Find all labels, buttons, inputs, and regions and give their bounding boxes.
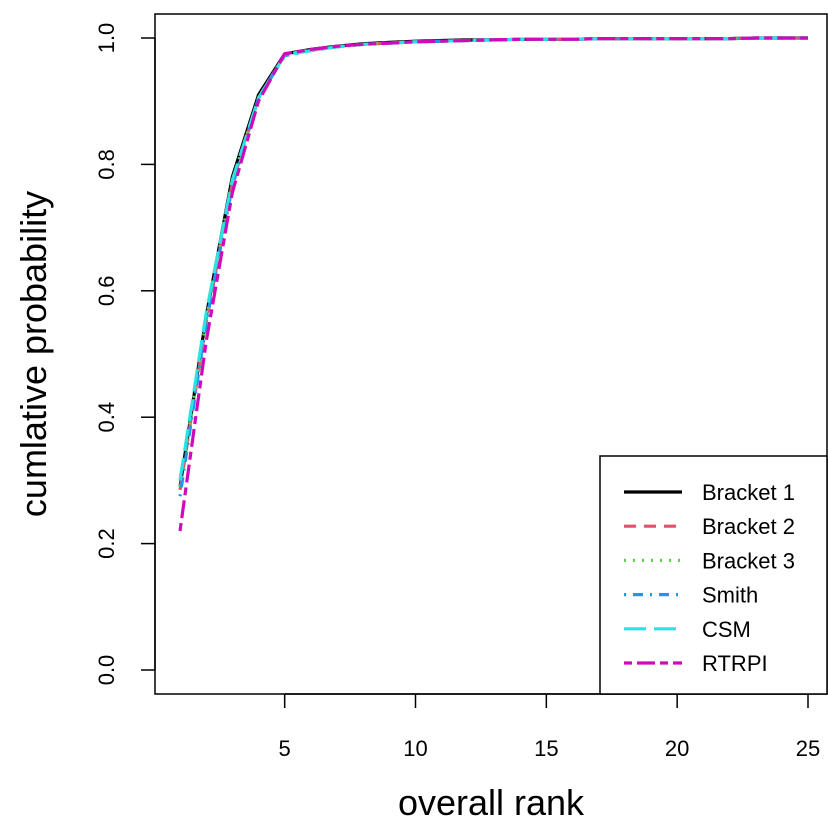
legend-label: Bracket 1	[702, 480, 795, 505]
legend: Bracket 1 Bracket 2 Bracket 3 Smith CSM RTRPI	[599, 455, 828, 695]
legend-box	[599, 455, 828, 695]
series-line-bracket-2	[178, 36, 808, 491]
y-axis-title: cumlative probability	[13, 191, 54, 517]
y-axis: 0.0 0.2 0.4 0.6 0.8 1.0	[94, 23, 156, 686]
series-line-bracket-3	[178, 36, 808, 487]
x-axis: 5 10 15 20 25	[279, 693, 820, 761]
y-tick-label: 0.6	[94, 276, 119, 307]
legend-label: Bracket 2	[702, 514, 795, 539]
x-tick-label: 5	[279, 736, 291, 761]
series-lines	[178, 36, 808, 532]
y-tick-label: 0.2	[94, 528, 119, 559]
x-axis-title: overall rank	[398, 782, 585, 823]
y-tick-label: 0.4	[94, 402, 119, 433]
series-line-csm	[178, 36, 808, 481]
series-line-smith	[178, 36, 808, 497]
x-tick-label: 20	[665, 736, 689, 761]
x-tick-label: 10	[403, 736, 427, 761]
legend-label: RTRPI	[702, 651, 768, 676]
y-tick-label: 0.8	[94, 149, 119, 180]
x-tick-label: 25	[796, 736, 820, 761]
x-tick-label: 15	[534, 736, 558, 761]
series-line-rtrpi	[178, 36, 808, 532]
legend-label: Bracket 3	[702, 548, 795, 573]
legend-label: CSM	[702, 617, 751, 642]
y-tick-label: 1.0	[94, 23, 119, 54]
legend-label: Smith	[702, 583, 758, 608]
y-tick-label: 0.0	[94, 655, 119, 686]
series-line-bracket-1	[178, 36, 808, 487]
